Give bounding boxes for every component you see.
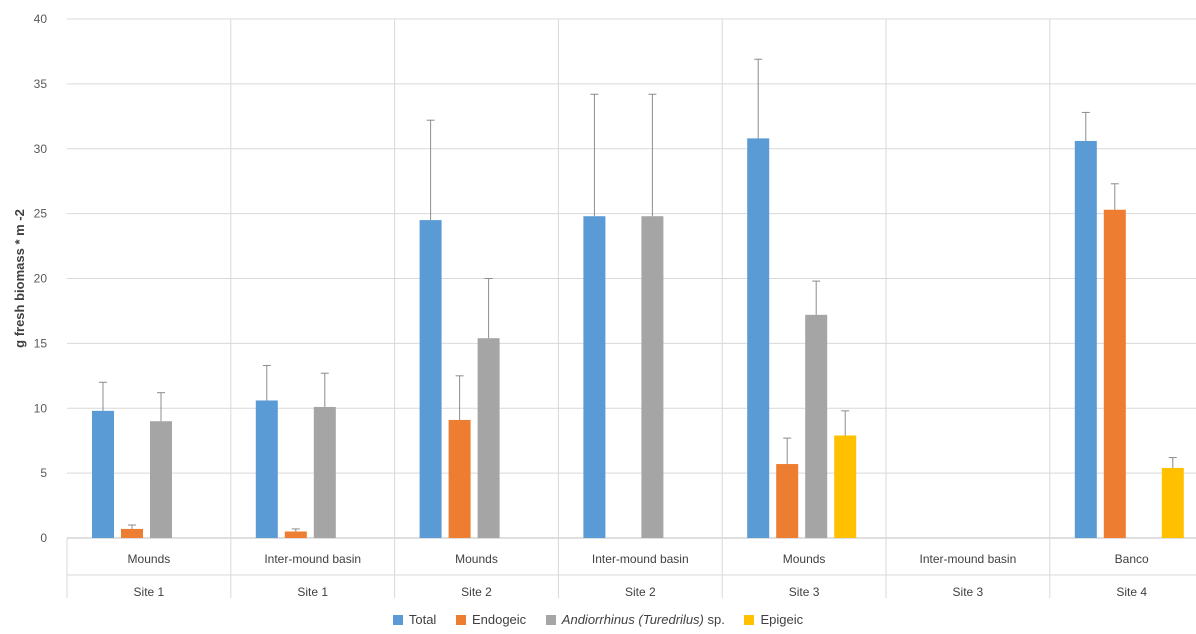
y-tick-label: 35 [34, 77, 48, 91]
x-group-label: Site 3 [953, 585, 984, 599]
legend-label-andiorrhinus-genus: Andiorrhinus (Turedrilus) [561, 612, 704, 627]
x-category-label: Inter-mound basin [920, 552, 1017, 566]
bar [477, 338, 500, 538]
legend-swatch-total [392, 614, 403, 625]
x-group-label: Site 1 [297, 585, 328, 599]
bar [776, 464, 799, 538]
bar [1074, 140, 1097, 538]
x-group-label: Site 1 [134, 585, 165, 599]
legend-item-andiorrhinus: Andiorrhinus (Turedrilus) sp. [545, 612, 725, 627]
legend-swatch-epigeic [744, 614, 755, 625]
legend-label-epigeic: Epigeic [760, 612, 804, 627]
x-group-label: Site 2 [461, 585, 492, 599]
x-category-label: Inter-mound basin [264, 552, 361, 566]
legend-label-endogeic: Endogeic [471, 612, 527, 627]
y-tick-label: 5 [40, 466, 47, 480]
bar [1103, 209, 1126, 539]
y-tick-label: 15 [34, 336, 48, 350]
x-category-label: Banco [1115, 552, 1149, 566]
y-tick-label: 20 [34, 272, 48, 286]
y-tick-label: 25 [34, 207, 48, 221]
x-category-label: Mounds [783, 552, 826, 566]
y-tick-label: 10 [34, 401, 48, 415]
y-tick-label: 0 [40, 531, 47, 545]
x-category-label: Inter-mound basin [592, 552, 689, 566]
bar [448, 419, 471, 538]
legend-label-andiorrhinus-suffix: sp. [703, 612, 725, 627]
legend-label-andiorrhinus: Andiorrhinus (Turedrilus) sp. [562, 612, 725, 627]
legend-swatch-endogeic [455, 614, 466, 625]
x-category-label: Mounds [128, 552, 171, 566]
bar [121, 528, 143, 538]
x-category-label: Mounds [455, 552, 498, 566]
bar [583, 216, 606, 538]
bar [284, 531, 307, 538]
bar [641, 216, 664, 538]
x-group-label: Site 3 [789, 585, 820, 599]
legend-item-total: Total [392, 612, 437, 627]
legend-item-epigeic: Epigeic [744, 612, 803, 627]
y-tick-label: 30 [34, 142, 48, 156]
x-group-label: Site 4 [1116, 585, 1147, 599]
bar [150, 421, 172, 538]
bar [1161, 467, 1184, 538]
bar [419, 220, 442, 539]
x-group-label: Site 2 [625, 585, 656, 599]
legend-label-total: Total [408, 612, 437, 627]
bar [834, 435, 857, 538]
legend: Total Endogeic Andiorrhinus (Turedrilus)… [0, 612, 1196, 628]
bar [747, 138, 770, 538]
y-tick-label: 40 [34, 12, 48, 26]
bar [255, 400, 278, 538]
legend-swatch-andiorrhinus [545, 614, 556, 625]
bar [805, 314, 828, 538]
legend-item-endogeic: Endogeic [455, 612, 527, 627]
bar [313, 406, 336, 538]
y-axis-title: g fresh biomass * m -2 [12, 209, 27, 348]
bar [92, 410, 114, 538]
